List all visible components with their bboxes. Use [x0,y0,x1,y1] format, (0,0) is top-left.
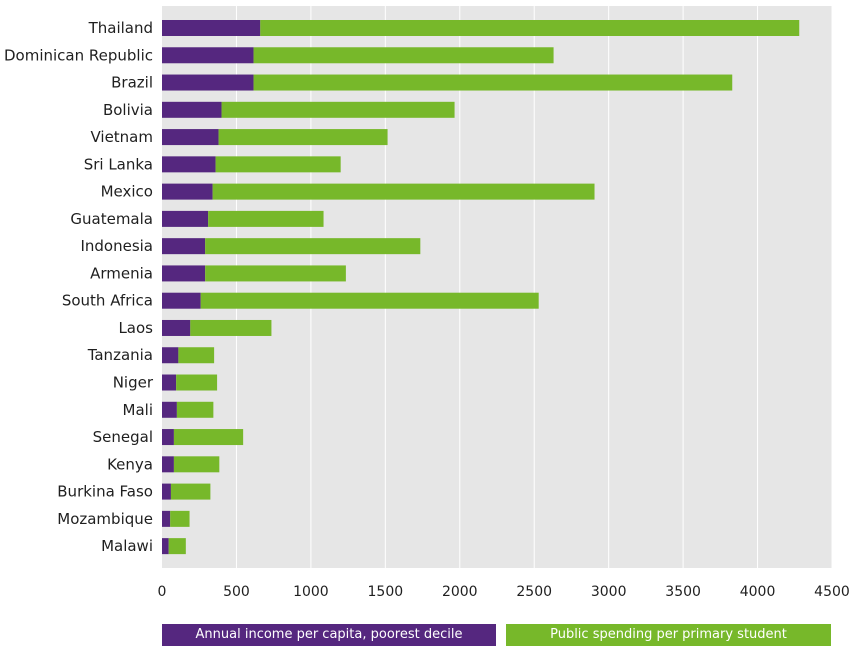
category-label: Armenia [90,264,153,282]
bar-spending-segment [170,510,190,527]
x-tick-label: 4500 [814,584,850,600]
x-tick-label: 1500 [368,584,404,600]
category-label: Laos [118,319,153,337]
bar-income-segment [162,319,191,336]
bar-income-segment [162,510,171,527]
bar-income-segment [162,347,179,364]
bar-spending-segment [190,319,272,336]
bar-spending-segment [173,456,220,473]
bar-income-segment [162,374,177,391]
bar-spending-segment [208,210,324,227]
bar-spending-segment [173,429,244,446]
bar-income-segment [162,538,169,555]
category-label: Malawi [101,537,153,555]
bar-spending-segment [205,238,421,255]
bar-income-segment [162,210,209,227]
category-label: Mexico [101,183,153,201]
category-label: South Africa [62,292,153,310]
category-label: Bolivia [103,101,153,119]
bar-spending-segment [215,156,341,173]
x-tick-label: 4000 [740,584,776,600]
bar-spending-segment [168,538,186,555]
bars [162,20,800,555]
bar-income-segment [162,483,171,500]
category-label: Brazil [111,74,153,92]
bar-income-segment [162,74,254,91]
category-label: Senegal [93,428,153,446]
bar-income-segment [162,401,177,418]
bar-income-segment [162,265,206,282]
bar-spending-segment [176,401,214,418]
bar-spending-segment [178,347,215,364]
bar-spending-segment [212,183,595,200]
bar-spending-segment [253,47,554,64]
x-tick-label: 500 [223,584,250,600]
category-label: Sri Lanka [84,155,153,173]
category-label: Burkina Faso [57,483,153,501]
bar-spending-segment [170,483,211,500]
category-label: Tanzania [87,346,153,364]
x-tick-label: 3000 [591,584,627,600]
bar-income-segment [162,292,201,309]
bar-spending-segment [253,74,733,91]
category-label: Dominican Republic [4,46,153,64]
x-tick-label: 1000 [293,584,329,600]
x-tick-label: 3500 [665,584,701,600]
category-label: Guatemala [70,210,153,228]
bar-spending-segment [260,20,800,36]
x-tick-label: 2500 [516,584,552,600]
bar-income-segment [162,101,222,118]
bar-spending-segment [176,374,218,391]
x-tick-label: 2000 [442,584,478,600]
legend-spending: Public spending per primary student [506,624,831,646]
category-label: Kenya [107,455,153,473]
category-label: Niger [113,374,154,392]
category-label: Thailand [88,19,153,37]
bar-income-segment [162,156,216,173]
legend-income: Annual income per capita, poorest decile [162,624,496,646]
bar-spending-segment [200,292,539,309]
gridlines [235,6,833,568]
plot-background [162,6,832,568]
category-label: Vietnam [90,128,153,146]
bar-income-segment [162,47,254,64]
category-labels: Thailand Dominican Republic Brazil Bolivia V… [4,19,154,555]
bar-income-segment [162,20,261,36]
bar-income-segment [162,429,174,446]
bar-income-segment [162,129,219,146]
category-label: Mozambique [57,510,153,528]
bar-spending-segment [205,265,346,282]
x-tick-labels: 0 500 1000 1500 2000 2500 3000 3500 4000 4500 [158,584,850,600]
category-label: Mali [123,401,153,419]
bar-spending-segment [218,129,388,146]
category-label: Indonesia [80,237,153,255]
bar-income-segment [162,456,174,473]
bar-income-segment [162,238,206,255]
bar-income-segment [162,183,213,200]
x-tick-label: 0 [158,584,167,600]
bar-spending-segment [221,101,455,118]
